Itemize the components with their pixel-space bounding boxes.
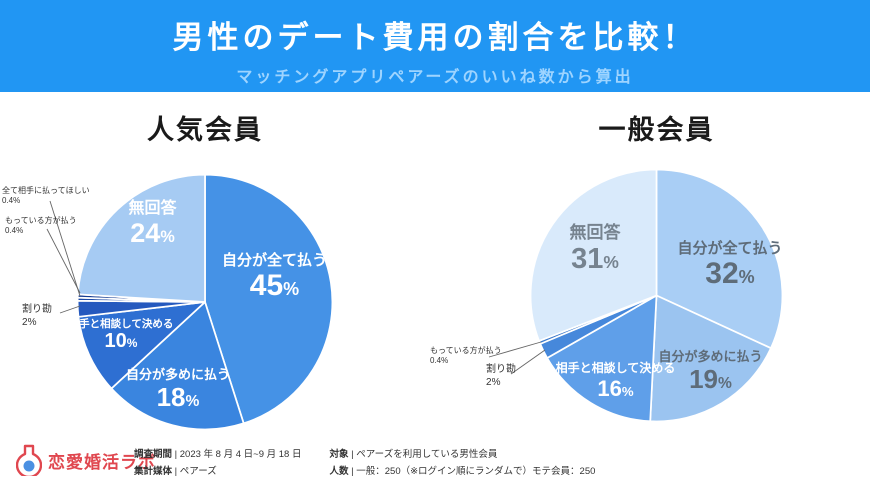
- chart-title-popular: 人気会員: [147, 115, 263, 145]
- slice-label-popular-no-answer: 無回答 24%: [128, 200, 177, 249]
- survey-meta-col-1: 調査期間 | 2023 年 8 月 4 日~9 月 18 日 集計媒体 | ペア…: [134, 446, 301, 477]
- survey-period: 調査期間 | 2023 年 8 月 4 日~9 月 18 日: [134, 449, 302, 460]
- pie-slice: [649, 294, 772, 423]
- logo-text: 恋愛婚活ラボ: [48, 452, 156, 472]
- survey-count: 人数 | 一般：250（※ログイン順にランダムで）モテ会員：250: [329, 466, 596, 477]
- slice-label-general-pay-more: 自分が多めに払う 19%: [658, 349, 763, 394]
- slice-label-general-discuss: 相手と相談して決める 16%: [555, 361, 676, 401]
- slice-label-general-pay-all: 自分が全て払う 32%: [677, 240, 783, 291]
- pie-slice: [546, 294, 658, 423]
- pie-slice: [204, 173, 334, 425]
- page-subtitle: マッチングアプリペアーズのいいね数から算出: [236, 69, 634, 86]
- slice-label-popular-richer-pays: もっている方が払う 0.4%: [5, 216, 77, 236]
- slice-label-popular-discuss: 相手と相談して決める 10%: [68, 318, 174, 353]
- slice-label-general-richer-pays: もっている方が払う 0.4%: [430, 346, 502, 366]
- slice-label-popular-split: 割り勘 2%: [22, 304, 52, 328]
- pie-slice: [77, 301, 206, 390]
- pie-slice: [76, 173, 206, 303]
- slice-label-popular-pay-all: 自分が全て払う 45%: [221, 252, 327, 303]
- slice-label-popular-pay-more: 自分が多めに払う 18%: [125, 367, 230, 412]
- slice-label-general-split: 割り勘 2%: [486, 364, 516, 388]
- header-banner: 男性のデート費用の割合を比較！ マッチングアプリペアーズのいいね数から算出: [0, 0, 870, 92]
- pie-chart-popular: [76, 173, 334, 431]
- slice-label-general-no-answer: 無回答 31%: [569, 223, 621, 275]
- pie-chart-general: [529, 168, 784, 423]
- survey-meta-col-2: 対象 | ペアーズを利用している男性会員 人数 | 一般：250（※ログイン順に…: [329, 446, 595, 477]
- pie-slice: [655, 168, 784, 350]
- page-title: 男性のデート費用の割合を比較！: [172, 20, 698, 55]
- survey-target: 対象 | ペアーズを利用している男性会員: [329, 449, 498, 460]
- logo: 恋愛婚活ラボ: [16, 444, 156, 476]
- logo-flask-icon: [16, 444, 42, 476]
- pie-slice: [110, 301, 245, 431]
- pie-slice: [529, 168, 658, 342]
- survey-meta: 調査期間 | 2023 年 8 月 4 日~9 月 18 日 集計媒体 | ペア…: [134, 446, 595, 477]
- slice-label-popular-partner-pays: 全て相手に払ってほしい 0.4%: [2, 186, 90, 206]
- chart-title-general: 一般会員: [598, 115, 715, 145]
- survey-media: 集計媒体 | ペアーズ: [134, 466, 217, 477]
